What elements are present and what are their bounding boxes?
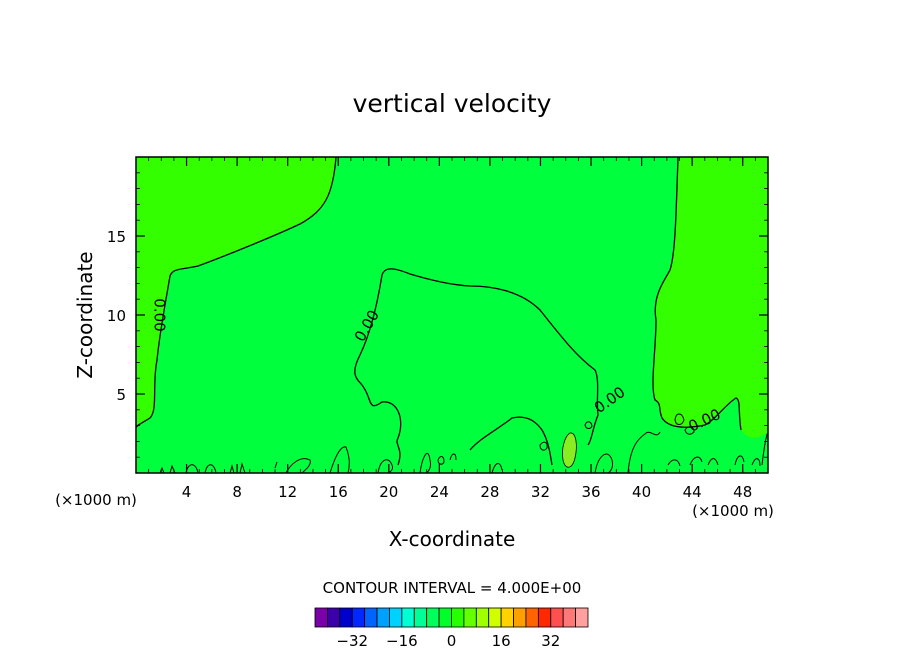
positive-region-right	[653, 157, 768, 438]
x-tick-label: 28	[480, 483, 499, 501]
colorbar-swatch	[562, 607, 576, 628]
colorbar-swatch	[413, 607, 428, 628]
x-axis-units-left: (×1000 m)	[55, 491, 137, 509]
colorbar-swatch	[500, 607, 514, 628]
colorbar-swatch	[351, 607, 366, 628]
chart-title: vertical velocity	[353, 89, 552, 118]
colorbar-swatch	[525, 607, 539, 628]
colorbar-swatch	[475, 607, 490, 628]
x-tick-label: 36	[581, 483, 600, 501]
contour-zero-center	[354, 268, 599, 466]
colorbar-swatch	[376, 607, 390, 628]
colorbar-swatch	[339, 607, 353, 628]
colorbar-swatch	[426, 607, 440, 628]
x-tick-label: 4	[182, 483, 192, 501]
contour-zero-surface-noise	[159, 413, 769, 474]
x-tick-label: 20	[379, 483, 398, 501]
colorbar-tick-labels: −32 −16 0 16 32	[336, 632, 560, 650]
x-tick-label: 24	[430, 483, 449, 501]
y-tick-label: 15	[107, 228, 126, 246]
colorbar-tick-label: 32	[541, 632, 560, 650]
plot-area: 0.00 0.000.000.00	[135, 156, 769, 474]
x-tick-label: 8	[232, 483, 242, 501]
x-axis-ticks: 4 8 12 16 20 24 28 32 36 40 44 48	[182, 157, 752, 501]
colorbar-tick-label: 0	[447, 632, 457, 650]
colorbar-swatch	[401, 607, 415, 628]
x-tick-label: 12	[278, 483, 297, 501]
contour-label: 0.00	[150, 298, 168, 331]
colorbar-tick-label: −32	[336, 632, 368, 650]
contour-zero-left	[135, 156, 337, 429]
colorbar-swatch	[314, 607, 328, 628]
y-axis-ticks: 5 10 15	[107, 228, 768, 404]
colorbar-swatch	[463, 607, 477, 628]
x-tick-label: 16	[329, 483, 348, 501]
x-tick-label: 44	[683, 483, 702, 501]
colorbar-tick-label: 16	[492, 632, 511, 650]
colorbar-swatch	[537, 607, 552, 628]
colorbar-swatch	[513, 607, 527, 628]
x-tick-label: 32	[531, 483, 550, 501]
y-tick-label: 10	[107, 307, 126, 325]
colorbar-swatch	[438, 607, 452, 628]
colorbar-swatch	[488, 607, 502, 628]
colorbar	[314, 607, 589, 628]
colorbar-swatch	[327, 607, 341, 628]
colorbar-swatch	[389, 607, 403, 628]
colorbar-tick-label: −16	[386, 632, 418, 650]
colorbar-swatch	[451, 607, 465, 628]
contour-zero-right	[652, 156, 742, 431]
colorbar-swatch	[575, 607, 589, 628]
x-axis-units-right: (×1000 m)	[692, 502, 774, 520]
x-tick-label: 48	[733, 483, 752, 501]
colorbar-swatch	[550, 607, 564, 628]
positive-region-left	[136, 157, 336, 428]
y-tick-label: 5	[116, 386, 126, 404]
x-axis-label: X-coordinate	[389, 527, 516, 551]
weak-updraft-cell	[562, 432, 577, 468]
y-axis-label: Z-coordinate	[73, 251, 97, 378]
colorbar-swatch	[364, 607, 378, 628]
x-tick-label: 40	[632, 483, 651, 501]
contour-zero-lower-cell	[469, 416, 553, 466]
contour-interval-text: CONTOUR INTERVAL = 4.000E+00	[323, 579, 582, 597]
